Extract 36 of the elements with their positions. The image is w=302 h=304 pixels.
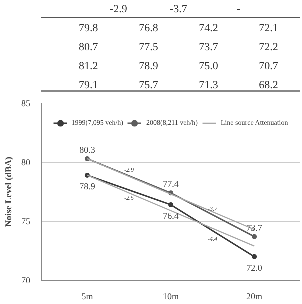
data-label: 78.9 bbox=[80, 181, 96, 192]
text: 74.2 bbox=[199, 22, 218, 34]
y-tick-label: 70 bbox=[22, 276, 31, 286]
data-label: 80.3 bbox=[80, 144, 96, 155]
point bbox=[252, 254, 258, 260]
text: 72.1 bbox=[259, 22, 278, 34]
y-axis-title: Noise Level (dBA) bbox=[4, 156, 14, 227]
text: 79.1 bbox=[79, 80, 98, 92]
text: 78.9 bbox=[139, 60, 159, 72]
text: 70.7 bbox=[259, 60, 279, 72]
text: -2.9 bbox=[110, 4, 128, 16]
text: - bbox=[236, 4, 241, 16]
y-tick-label: 75 bbox=[22, 216, 31, 226]
text: 75.7 bbox=[139, 80, 159, 92]
data-label: 72.0 bbox=[246, 262, 263, 273]
text: 80.7 bbox=[79, 42, 99, 54]
text: 81.2 bbox=[79, 60, 98, 72]
text: 79.8 bbox=[79, 22, 99, 34]
text: 73.7 bbox=[199, 42, 219, 54]
text: 72.2 bbox=[259, 42, 278, 54]
text: -3.7 bbox=[170, 4, 188, 16]
point bbox=[252, 234, 258, 240]
x-tick-label: 20m bbox=[246, 292, 263, 302]
text: 71.3 bbox=[199, 80, 219, 92]
data-label: 77.4 bbox=[163, 179, 180, 190]
text: 77.5 bbox=[139, 42, 159, 54]
text: 75.0 bbox=[199, 60, 219, 72]
y-tick-label: 85 bbox=[22, 98, 31, 108]
x-tick-label: 5m bbox=[82, 292, 94, 302]
data-label: 76.4 bbox=[163, 210, 180, 221]
text: 68.2 bbox=[259, 80, 278, 92]
text: 76.8 bbox=[139, 22, 159, 34]
point bbox=[168, 202, 174, 208]
data-label: 73.7 bbox=[246, 222, 263, 233]
x-tick-label: 10m bbox=[163, 292, 180, 302]
y-tick-label: 80 bbox=[22, 158, 31, 168]
